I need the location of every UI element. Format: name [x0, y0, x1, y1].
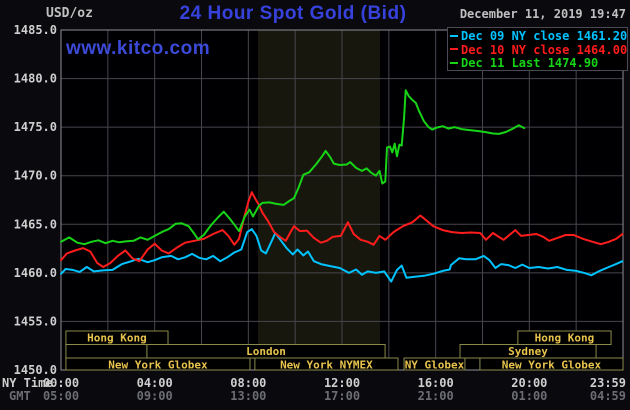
y-tick-label: 1460.0	[14, 266, 57, 280]
x-tick-label: 05:00	[43, 389, 79, 403]
session-label: New York Globex	[108, 359, 208, 372]
legend-dash-icon	[450, 48, 458, 51]
legend-item-dec09: Dec 09 NY close 1461.20	[448, 29, 627, 43]
legend-dash-icon	[450, 34, 458, 37]
x-tick-label: 08:00	[230, 376, 266, 390]
page-title: 24 Hour Spot Gold (Bid)	[179, 3, 407, 24]
x-tick-label: 09:00	[137, 389, 173, 403]
x-tick-label: 12:00	[324, 376, 360, 390]
series-line-dec11	[60, 89, 526, 246]
legend-label: Dec 10 NY close 1464.00	[461, 42, 628, 57]
x-tick-label: 04:00	[137, 376, 173, 390]
x-tick-label: 23:59	[590, 376, 626, 390]
legend-item-dec11: Dec 11 Last 1474.90	[448, 56, 627, 70]
x-axis-gmt-label: GMT	[9, 389, 31, 403]
y-tick-label: 1470.0	[14, 169, 57, 183]
y-tick-label: 1455.0	[14, 314, 57, 328]
x-tick-label: 00:00	[43, 376, 79, 390]
x-tick-label: 13:00	[230, 389, 266, 403]
session-label: Sydney	[508, 345, 548, 358]
x-tick-label: 21:00	[418, 389, 454, 403]
y-axis-unit-label: USD/oz	[46, 6, 93, 21]
y-tick-label: 1475.0	[14, 120, 57, 134]
session-label: London	[246, 345, 286, 358]
legend-label: Dec 11 Last 1474.90	[461, 56, 599, 71]
y-tick-label: 1480.0	[14, 72, 57, 86]
session-box	[403, 357, 466, 371]
y-tick-label: 1450.0	[14, 363, 57, 377]
y-tick-label: 1465.0	[14, 217, 57, 231]
legend: Dec 09 NY close 1461.20 Dec 10 NY close …	[447, 27, 628, 71]
x-axis-nytime-label: NY Time	[2, 376, 53, 390]
session-label: Hong Kong	[87, 332, 147, 345]
session-label: NY Globex	[405, 359, 465, 372]
x-tick-label: 04:59	[590, 389, 626, 403]
x-tick-label: 16:00	[418, 376, 454, 390]
session-box	[254, 357, 399, 371]
legend-dash-icon	[450, 61, 458, 64]
x-tick-label: 20:00	[511, 376, 547, 390]
session-box	[479, 357, 624, 371]
legend-item-dec10: Dec 10 NY close 1464.00	[448, 43, 627, 57]
x-tick-label: 01:00	[511, 389, 547, 403]
nymex-session-band	[257, 30, 380, 370]
session-label: Hong Kong	[535, 332, 595, 345]
session-label: New York NYMEX	[280, 359, 373, 372]
session-box	[65, 357, 251, 371]
session-label: New York Globex	[502, 359, 602, 372]
y-tick-label: 1485.0	[14, 23, 57, 37]
x-tick-label: 17:00	[324, 389, 360, 403]
legend-label: Dec 09 NY close 1461.20	[461, 29, 628, 43]
kitco-watermark: www.kitco.com	[66, 38, 211, 59]
session-box	[65, 344, 148, 359]
series-line-dec09	[60, 228, 624, 283]
timestamp: December 11, 2019 19:47	[459, 7, 626, 21]
series-line-dec10	[60, 191, 624, 268]
